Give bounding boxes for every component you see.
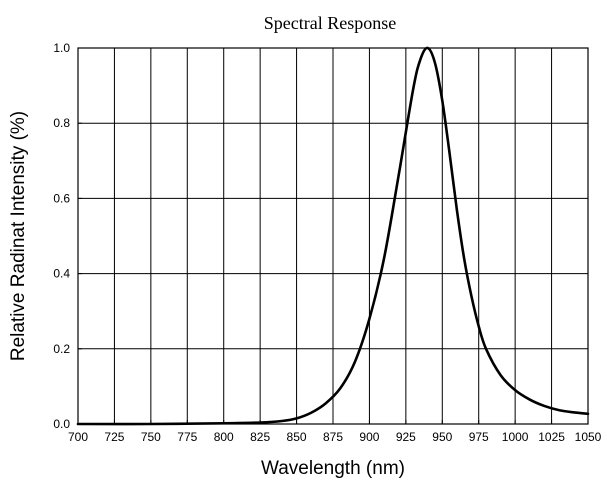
x-tick-label: 975 [469,430,489,444]
y-tick-label: 0.8 [53,116,70,130]
y-tick-label: 0.4 [53,267,70,281]
x-tick-label: 725 [104,430,124,444]
x-tick-label: 900 [359,430,379,444]
x-tick-label: 1050 [575,430,602,444]
x-tick-label: 800 [214,430,234,444]
x-tick-label: 850 [287,430,307,444]
x-axis-label: Wavelength (nm) [261,458,405,479]
x-tick-label: 1000 [502,430,529,444]
x-tick-label: 950 [432,430,452,444]
y-tick-label: 1.0 [53,41,70,55]
x-tick-label: 825 [250,430,270,444]
y-axis-ticks: 0.0 0.2 0.4 0.6 0.8 1.0 [53,41,82,431]
x-tick-label: 700 [68,430,88,444]
x-tick-label: 925 [396,430,416,444]
x-tick-label: 1025 [538,430,565,444]
x-tick-label: 750 [141,430,161,444]
x-tick-label: 775 [177,430,197,444]
x-axis-ticks: 700 725 750 775 800 825 850 875 900 925 950 975 1000… [68,420,602,444]
x-tick-label: 875 [323,430,343,444]
grid-lines [77,47,589,425]
y-tick-label: 0.6 [53,191,70,205]
y-tick-label: 0.0 [53,417,70,431]
chart-title: Spectral Response [264,13,396,33]
y-tick-label: 0.2 [53,342,70,356]
y-axis-label: Relative Radinat Intensity (%) [8,111,29,361]
spectral-curve [76,46,590,426]
